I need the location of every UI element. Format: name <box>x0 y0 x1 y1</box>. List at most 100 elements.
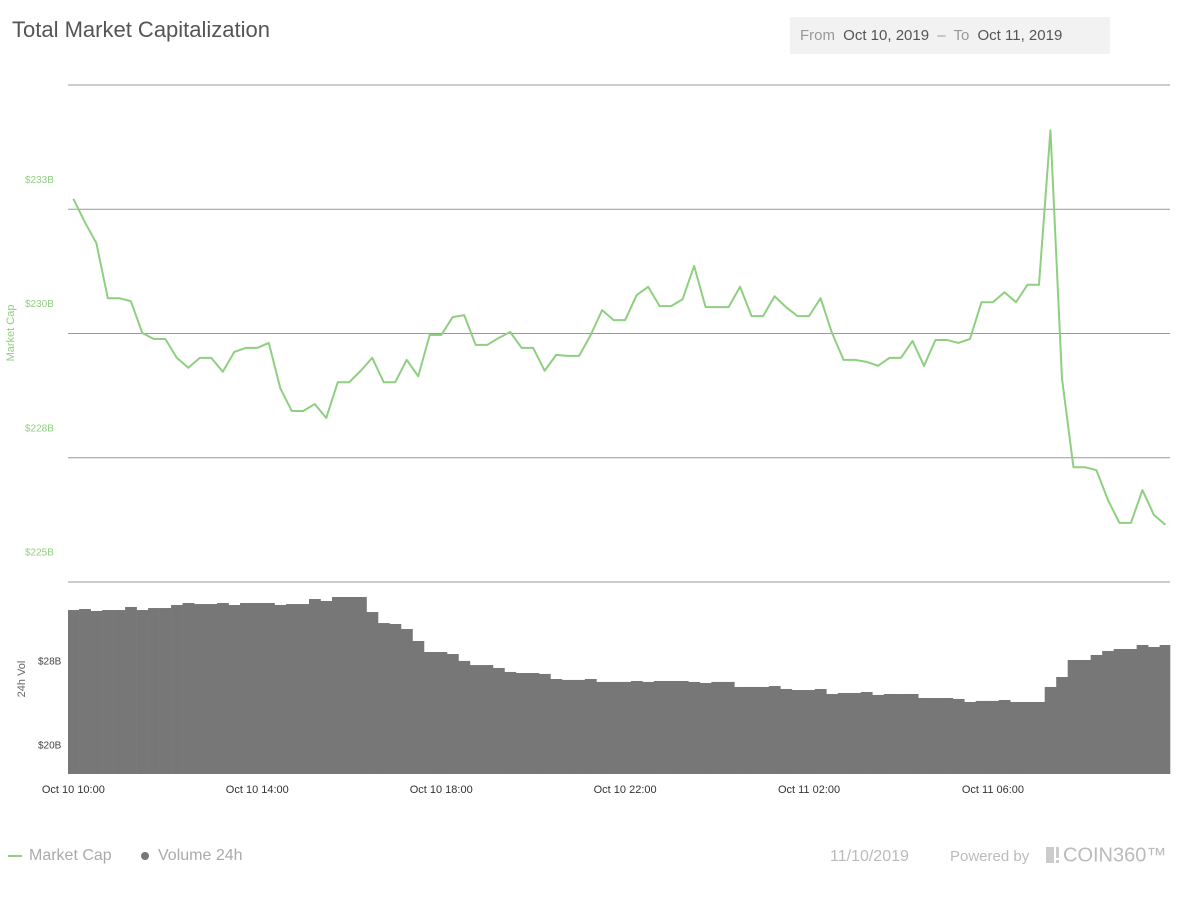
volume-bar <box>332 597 344 774</box>
to-label: To <box>954 27 970 44</box>
volume-bar <box>653 680 666 774</box>
volume-bar <box>883 694 896 774</box>
volume-bar <box>205 604 218 774</box>
volume-bar <box>860 692 873 774</box>
volume-bar <box>492 667 505 774</box>
chart-title: Total Market Capitalization <box>12 17 270 42</box>
volume-bar <box>964 701 977 774</box>
volume-bar <box>826 694 839 774</box>
volume-bar <box>895 694 908 774</box>
volume-bar <box>1148 646 1160 774</box>
volume-bar <box>159 608 172 774</box>
y2-tick-label: $28B <box>38 657 62 668</box>
volume-bar <box>182 602 195 774</box>
volume-bar <box>952 698 965 774</box>
separator: – <box>937 27 946 44</box>
date-range-box[interactable] <box>790 17 1110 54</box>
volume-bar <box>550 678 563 774</box>
from-date: Oct 10, 2019 <box>843 27 929 44</box>
y-tick-label: $233B <box>25 175 54 186</box>
volume-bar <box>734 686 747 774</box>
volume-bar <box>918 697 931 774</box>
volume-bar <box>320 601 333 774</box>
volume-bar <box>240 602 252 774</box>
volume-bar <box>251 602 264 774</box>
volume-bar <box>987 700 1000 774</box>
footer-date: 11/10/2019 <box>830 848 909 865</box>
volume-bar <box>814 688 827 774</box>
volume-bar <box>354 597 367 774</box>
volume-bar <box>688 681 701 774</box>
volume-bar <box>228 604 241 774</box>
volume-bar <box>148 608 160 774</box>
volume-bar <box>1021 701 1034 774</box>
y-axis-title: Market Cap <box>5 305 17 362</box>
volume-bar <box>297 604 310 774</box>
to-date: Oct 11, 2019 <box>978 27 1063 44</box>
x-tick-label: Oct 10 18:00 <box>410 784 473 796</box>
volume-bar <box>780 688 793 774</box>
volume-bar <box>79 608 91 774</box>
volume-bar <box>711 681 724 774</box>
logo-bar <box>1056 847 1059 858</box>
volume-bar <box>791 690 804 774</box>
date-range[interactable]: From Oct 10, 2019 – To Oct 11, 2019 <box>800 27 1062 44</box>
volume-bar <box>1010 701 1023 774</box>
volume-bar <box>217 602 229 774</box>
volume-bar <box>849 692 862 774</box>
volume-bar <box>722 681 735 774</box>
volume-bar <box>1079 659 1091 774</box>
volume-bar <box>469 665 482 774</box>
volume-bar <box>665 680 678 774</box>
volume-bar <box>194 604 206 774</box>
volume-bar <box>642 681 655 774</box>
volume-bar <box>481 665 494 774</box>
volume-bar <box>768 686 781 774</box>
powered-by: Powered by <box>950 848 1030 865</box>
volume-bar <box>90 610 103 774</box>
volume-bar <box>906 694 919 774</box>
volume-bar <box>757 686 770 774</box>
volume-bar <box>102 610 114 774</box>
volume-bar <box>435 652 448 774</box>
volume-bar <box>1044 686 1057 774</box>
x-tick-label: Oct 10 22:00 <box>594 784 657 796</box>
brand: COIN360™ <box>1063 844 1166 866</box>
volume-bar <box>125 606 137 774</box>
volume-bar <box>1067 659 1080 774</box>
y2-axis-title: 24h Vol <box>16 661 28 698</box>
volume-bar <box>366 612 379 774</box>
volume-bar <box>573 679 586 774</box>
volume-bar <box>377 623 390 774</box>
volume-bar <box>515 673 528 774</box>
volume-bar <box>423 652 436 774</box>
volume-bar <box>286 604 298 774</box>
volume-bar <box>1125 648 1137 774</box>
x-tick-label: Oct 11 06:00 <box>962 784 1024 796</box>
volume-bar <box>1090 654 1103 774</box>
volume-bar <box>699 682 712 774</box>
volume-bar <box>389 623 402 774</box>
brand-logo <box>1046 847 1059 863</box>
volume-bar <box>400 629 413 774</box>
x-tick-label: Oct 10 10:00 <box>42 784 105 796</box>
volume-bar <box>676 680 689 774</box>
volume-bar <box>136 610 149 774</box>
volume-bar <box>630 680 643 774</box>
from-label: From <box>800 27 835 44</box>
volume-bar <box>803 690 816 774</box>
volume-bar <box>527 673 540 774</box>
volume-bar <box>1056 677 1068 774</box>
volume-bar <box>113 610 126 774</box>
volume-bar <box>941 697 954 774</box>
logo-block <box>1046 847 1054 863</box>
volume-bar <box>538 673 551 774</box>
y2-tick-label: $20B <box>38 741 62 752</box>
volume-bar <box>929 697 942 774</box>
legend-label: Volume 24h <box>158 847 243 864</box>
volume-bar <box>263 602 275 774</box>
volume-bar <box>1033 701 1046 774</box>
logo-dot <box>1056 860 1059 863</box>
y-tick-label: $228B <box>25 423 54 434</box>
